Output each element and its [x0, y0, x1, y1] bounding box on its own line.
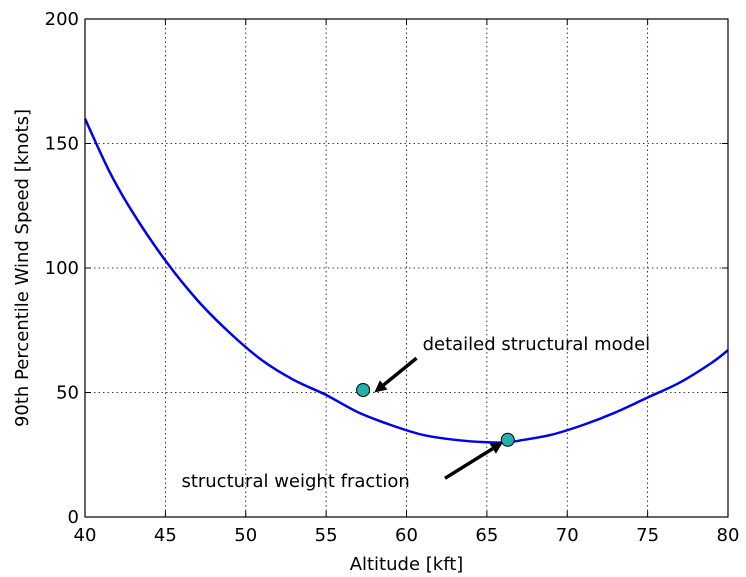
annotation-arrow-head	[374, 380, 388, 393]
x-axis-label: Altitude [kft]	[350, 554, 464, 575]
grid	[84, 18, 729, 518]
series-line	[83, 118, 729, 444]
x-tick-label: 75	[636, 525, 659, 546]
y-axis-label: 90th Percentile Wind Speed [knots]	[12, 109, 33, 427]
annotation-arrow-shaft	[382, 356, 418, 387]
data-marker	[356, 383, 371, 398]
annotation-layer: detailed structural model structural weig…	[181, 334, 650, 492]
y-tick-label: 200	[45, 9, 79, 30]
series-layer	[83, 118, 729, 444]
y-tick-label: 100	[45, 258, 79, 279]
annotation-text: detailed structural model	[423, 334, 651, 355]
x-tick-label: 65	[475, 525, 498, 546]
y-tick-label: 50	[56, 383, 79, 404]
tick-layer: 40 45 50 55 60 65 70 75 80 0 50 100 150 200	[45, 9, 740, 546]
x-tick-label: 55	[315, 525, 338, 546]
annotation-arrow-head	[489, 442, 503, 454]
x-tick-label: 70	[556, 525, 579, 546]
x-tick-label: 80	[717, 525, 740, 546]
x-tick-label: 50	[234, 525, 257, 546]
marker-layer	[356, 383, 515, 447]
annotation-arrow-shaft	[444, 447, 494, 480]
x-tick-label: 60	[395, 525, 418, 546]
y-tick-label: 0	[68, 507, 79, 528]
y-tick-label: 150	[45, 134, 79, 155]
x-tick-label: 45	[154, 525, 177, 546]
annotation-text: structural weight fraction	[181, 471, 409, 492]
x-tick-label: 40	[74, 525, 97, 546]
data-marker	[500, 432, 515, 447]
